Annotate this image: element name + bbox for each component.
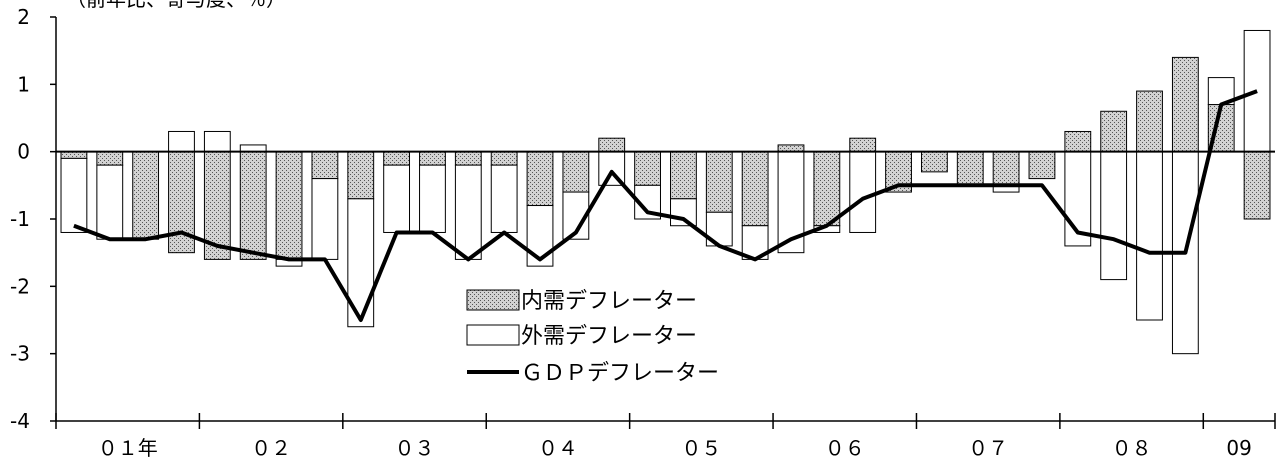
x-axis-year-labels: ０１年 ０２ ０３ ０４ ０５ ０６ ０７ ０８ 09 (98, 436, 1252, 460)
x-tick-label: 09 (1226, 436, 1251, 460)
domestic-bar (671, 152, 697, 199)
y-tick-label: -1 (10, 207, 30, 231)
y-tick-label: -3 (10, 342, 30, 366)
legend: 内需デフレーター 外需デフレーター ＧＤＰデフレーター (467, 289, 719, 386)
legend-swatch-external (467, 325, 519, 345)
domestic-bar (814, 152, 840, 226)
domestic-bar (348, 152, 374, 199)
external-bar (312, 179, 338, 260)
external-bar (1101, 152, 1127, 280)
domestic-bar (240, 152, 266, 260)
domestic-bar (921, 152, 947, 172)
external-bar (204, 131, 230, 151)
domestic-bar (635, 152, 661, 186)
external-bar (671, 199, 697, 226)
external-bar (240, 145, 266, 152)
x-tick-label: ０６ (825, 436, 865, 460)
y-tick-label: 0 (17, 140, 30, 164)
domestic-bar (276, 152, 302, 260)
x-tick-label: ０１年 (98, 436, 158, 460)
y-tick-label: -4 (10, 409, 30, 433)
domestic-bar (1172, 57, 1198, 151)
domestic-bar (850, 138, 876, 151)
external-bar (1137, 152, 1163, 320)
external-bar (169, 131, 195, 151)
domestic-bar (312, 152, 338, 179)
domestic-bar (1101, 111, 1127, 151)
x-tick-label: ０５ (681, 436, 721, 460)
domestic-bar (742, 152, 768, 226)
domestic-bar (706, 152, 732, 213)
y-tick-label: 2 (17, 5, 30, 29)
x-tick-label: ０２ (251, 436, 291, 460)
domestic-bar (599, 138, 625, 151)
external-bar (384, 165, 410, 232)
domestic-bar (384, 152, 410, 165)
x-tick-label: ０３ (395, 436, 435, 460)
domestic-bar (563, 152, 589, 192)
domestic-bar (778, 145, 804, 152)
domestic-bar (957, 152, 983, 186)
external-bar (491, 165, 517, 232)
y-axis-ticks: 2 1 0 -1 -2 -3 -4 (10, 5, 56, 433)
domestic-bar (97, 152, 123, 165)
y-tick-label: -2 (10, 274, 30, 298)
domestic-bar (1137, 91, 1163, 152)
domestic-bar (993, 152, 1019, 186)
y-tick-label: 1 (17, 72, 30, 96)
domestic-bar (420, 152, 446, 165)
x-tick-label: ０７ (968, 436, 1008, 460)
x-tick-label: ０４ (538, 436, 578, 460)
domestic-bar (527, 152, 553, 206)
domestic-bar (1029, 152, 1055, 179)
external-bar (455, 165, 481, 259)
domestic-bar (1244, 152, 1270, 219)
legend-swatch-domestic (467, 290, 519, 310)
unit-label: （前年比、寄与度、％） (66, 0, 286, 11)
x-tick-label: ０８ (1112, 436, 1152, 460)
external-bar (420, 165, 446, 232)
domestic-bar (491, 152, 517, 165)
external-bar (850, 152, 876, 233)
legend-label-domestic: 内需デフレーター (521, 289, 697, 314)
external-bar (97, 165, 123, 239)
domestic-bar (455, 152, 481, 165)
domestic-bar (61, 152, 87, 159)
legend-label-external: 外需デフレーター (521, 324, 697, 349)
legend-label-gdp: ＧＤＰデフレーター (521, 361, 719, 386)
domestic-bar (1065, 131, 1091, 151)
domestic-bar (133, 152, 159, 240)
external-bar (61, 158, 87, 232)
